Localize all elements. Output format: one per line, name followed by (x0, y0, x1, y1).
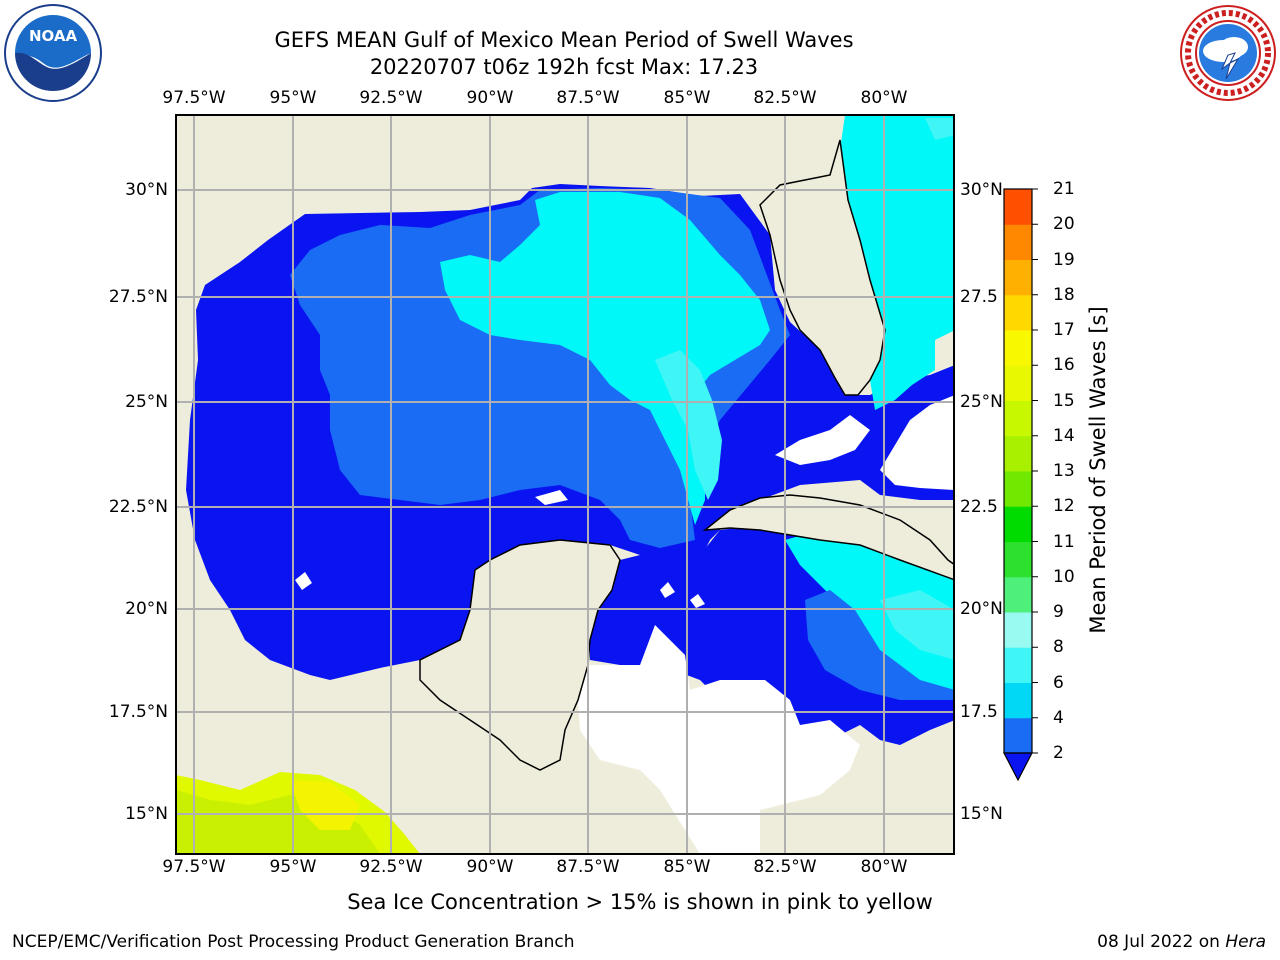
colorbar-tick-label: 13 (1053, 461, 1075, 481)
footer-date: 08 Jul 2022 on Hera (1097, 932, 1266, 952)
colorbar-tick-label: 19 (1053, 249, 1075, 270)
colorbar-segment (1004, 330, 1032, 366)
colorbar-tick-label: 20 (1053, 214, 1075, 235)
lat-label-right: 27.5 (960, 287, 998, 307)
colorbar-tick-label: 14 (1053, 425, 1075, 446)
lon-label-top: 82.5°W (753, 88, 817, 108)
lat-label-right: 22.5 (960, 497, 998, 517)
colorbar-segment (1004, 576, 1032, 613)
lon-label-top: 80°W (860, 88, 908, 108)
lat-label-left: 20°N (125, 599, 168, 619)
noaa-logo: NOAA (4, 4, 102, 102)
lon-label-bottom: 95°W (269, 857, 317, 877)
lat-label-right: 25°N (960, 392, 1003, 412)
lat-label-left: 15°N (125, 804, 168, 824)
lon-label-bottom: 85°W (663, 857, 711, 877)
colorbar (1003, 188, 1038, 782)
colorbar-tick-label: 15 (1053, 390, 1075, 411)
colorbar-segment (1004, 471, 1032, 507)
colorbar-tick-label: 21 (1053, 179, 1075, 199)
footer-credit: NCEP/EMC/Verification Post Processing Pr… (12, 932, 575, 952)
lat-label-left: 25°N (125, 392, 168, 412)
colorbar-tick-label: 10 (1053, 566, 1075, 587)
colorbar-segment (1004, 647, 1032, 683)
colorbar-segment (1004, 435, 1032, 472)
chart-title: GEFS MEAN Gulf of Mexico Mean Period of … (274, 28, 854, 52)
lat-label-right: 15°N (960, 804, 1003, 824)
sea-ice-note: Sea Ice Concentration > 15% is shown in … (0, 890, 1280, 914)
colorbar-segment (1004, 189, 1032, 225)
footer-machine: Hera (1225, 932, 1266, 952)
colorbar-segment (1004, 682, 1032, 719)
lat-label-left: 22.5°N (108, 497, 168, 517)
lat-label-right: 17.5 (960, 702, 998, 722)
swell-field-atlantic (840, 115, 954, 410)
map-frame (175, 114, 955, 855)
lon-label-bottom: 90°W (466, 857, 514, 877)
lon-label-top: 90°W (466, 88, 514, 108)
colorbar-segment (1004, 506, 1032, 542)
lon-label-bottom: 87.5°W (556, 857, 620, 877)
lat-label-left: 17.5°N (108, 702, 168, 722)
colorbar-segment (1004, 224, 1032, 260)
nws-logo (1180, 5, 1276, 101)
colorbar-tick-label: 11 (1053, 531, 1075, 552)
lat-label-left: 30°N (125, 180, 168, 200)
colorbar-under-arrow (1003, 752, 1033, 782)
colorbar-segment (1004, 717, 1032, 754)
lon-label-top: 97.5°W (162, 88, 226, 108)
lon-label-top: 87.5°W (556, 88, 620, 108)
lon-label-top: 85°W (663, 88, 711, 108)
colorbar-tick-label: 17 (1053, 320, 1075, 340)
lon-label-top: 92.5°W (359, 88, 423, 108)
colorbar-segment (1004, 365, 1032, 401)
colorbar-segment (1004, 294, 1032, 331)
colorbar-segment (1004, 612, 1032, 648)
colorbar-segment (1004, 541, 1032, 578)
lon-label-bottom: 97.5°W (162, 857, 226, 877)
colorbar-tick-label: 9 (1053, 602, 1064, 622)
lat-label-right: 20°N (960, 599, 1003, 619)
colorbar-tick-label: 18 (1053, 284, 1075, 305)
chart-subtitle: 20220707 t06z 192h fcst Max: 17.23 (369, 55, 759, 79)
lon-label-bottom: 80°W (860, 857, 908, 877)
lat-label-left: 27.5°N (108, 287, 168, 307)
footer-date-text: 08 Jul 2022 on (1097, 932, 1226, 952)
land-florida (759, 139, 886, 396)
colorbar-segment (1004, 259, 1032, 296)
colorbar-tick-label: 8 (1053, 637, 1064, 658)
graticule (176, 115, 954, 854)
sea-ice-note-text: Sea Ice Concentration > 15% is shown in … (347, 890, 933, 914)
swell-field-6-8 (655, 350, 722, 500)
colorbar-tick-label: 2 (1053, 743, 1064, 763)
no-swell-area (578, 625, 860, 854)
colorbar-tick-label: 4 (1053, 707, 1064, 728)
lon-label-bottom: 92.5°W (359, 857, 423, 877)
colorbar-label: Mean Period of Swell Waves [s] (1086, 306, 1110, 634)
lon-label-bottom: 82.5°W (753, 857, 817, 877)
lon-label-top: 95°W (269, 88, 317, 108)
lat-label-right: 30°N (960, 180, 1003, 200)
colorbar-tick-label: 6 (1053, 672, 1064, 693)
colorbar-tick-label: 16 (1053, 355, 1075, 376)
colorbar-tick-label: 12 (1053, 496, 1075, 517)
noaa-logo-text: NOAA (29, 27, 78, 45)
colorbar-segment (1004, 400, 1032, 437)
